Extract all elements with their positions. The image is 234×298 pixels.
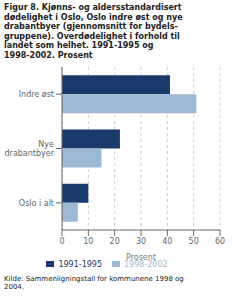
svg-text:Nyedrabantbyer: Nyedrabantbyer — [8, 139, 55, 158]
svg-text:50: 50 — [189, 236, 199, 245]
svg-text:60: 60 — [215, 236, 225, 245]
svg-text:30: 30 — [136, 236, 146, 245]
svg-text:Prosent: Prosent — [126, 253, 156, 262]
svg-text:0: 0 — [59, 236, 64, 245]
svg-text:10: 10 — [83, 236, 93, 245]
svg-text:Indre øst: Indre øst — [19, 90, 54, 99]
svg-text:20: 20 — [110, 236, 120, 245]
svg-text:40: 40 — [162, 236, 172, 245]
svg-text:Oslo i alt: Oslo i alt — [19, 198, 54, 207]
